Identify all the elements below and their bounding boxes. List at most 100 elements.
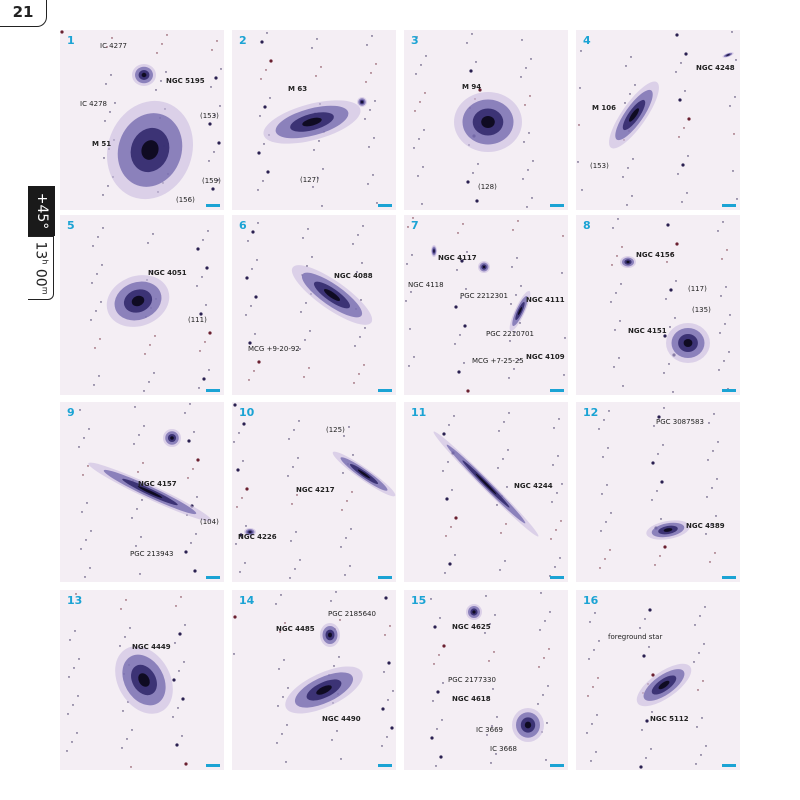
star [288,438,290,440]
star [286,724,288,726]
star [248,341,252,345]
star [610,301,612,303]
star [521,39,523,41]
star [384,596,388,600]
object-label: NGC 4244 [514,482,553,490]
object-label: NGC 4490 [322,715,361,723]
star [160,80,162,82]
galaxy [320,623,340,647]
star [361,262,363,264]
scale-bar [206,204,220,207]
star [109,111,111,113]
object-label: NGC 4248 [696,64,735,72]
galaxy [620,256,636,268]
star [709,561,711,563]
galaxy-image [433,412,563,577]
star [148,381,150,383]
star [558,418,560,420]
star [496,716,498,718]
star [184,762,188,766]
star [675,242,679,246]
panel-number: 9 [67,406,75,419]
star [687,155,689,157]
star [198,387,200,389]
star [445,535,447,537]
galaxy-panel: 9 NGC 4157 (104) PGC 213943 [60,402,224,582]
star [472,172,474,174]
star [387,699,389,701]
star [104,120,106,122]
object-label: (127) [300,176,319,184]
star [707,459,709,461]
panel-number: 8 [583,219,591,232]
star [211,49,213,51]
star [433,625,437,629]
star [671,252,673,254]
star [634,84,636,86]
galaxy-layer [361,101,363,103]
star [609,549,611,551]
star [425,55,427,57]
star [540,592,542,594]
star [651,711,653,713]
star [450,526,452,528]
star [725,286,727,288]
star [484,632,486,634]
star [537,703,539,705]
star [520,285,522,287]
star [648,646,650,648]
star [668,363,670,365]
star [211,187,215,191]
star [607,447,609,449]
star [597,677,599,679]
star [488,660,490,662]
star [214,76,218,80]
object-label: NGC 4157 [138,480,177,488]
star [598,428,600,430]
star [509,340,511,342]
star [78,658,80,660]
star [304,339,306,341]
star [99,338,101,340]
star [550,538,552,540]
object-label: (111) [188,316,207,324]
star [605,521,607,523]
star [147,242,149,244]
galaxy-layer [481,116,495,128]
galaxy-layer [475,473,497,495]
star [432,700,434,702]
star [175,743,179,747]
star [105,83,107,85]
star [233,403,237,407]
star [415,73,417,75]
star [389,625,391,627]
star [557,455,559,457]
star [622,176,624,178]
star [75,593,77,595]
star [508,377,510,379]
star [478,88,482,92]
star [208,122,212,126]
star [289,577,291,579]
star [523,141,525,143]
star [373,137,375,139]
star [588,658,590,660]
star [346,500,348,502]
star [260,40,264,44]
star [441,719,443,721]
star [418,138,420,140]
galaxy [466,604,482,620]
star [442,470,444,472]
star [555,529,557,531]
star [508,412,510,414]
star [734,96,736,98]
star [660,480,664,484]
star [85,539,87,541]
star [172,678,176,682]
object-label: M 51 [92,140,112,148]
star [111,37,113,39]
star [589,621,591,623]
star [621,246,623,248]
star [731,31,733,33]
star [392,690,394,692]
